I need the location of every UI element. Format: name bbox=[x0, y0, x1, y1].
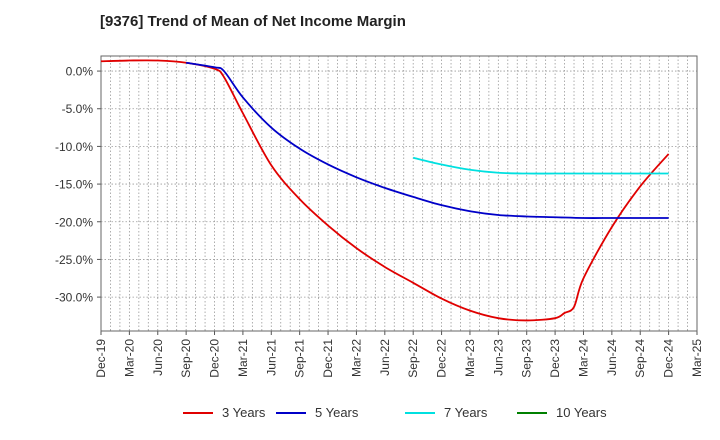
x-tick-label: Jun-23 bbox=[491, 339, 505, 376]
series-line-3-years bbox=[100, 59, 670, 322]
x-tick-label: Mar-25 bbox=[690, 339, 704, 377]
x-tick-label: Mar-21 bbox=[236, 339, 250, 377]
legend-swatch bbox=[517, 411, 547, 414]
legend-item: 10 Years bbox=[517, 405, 607, 420]
x-tick-label: Jun-20 bbox=[151, 339, 165, 376]
x-tick-label: Dec-20 bbox=[208, 339, 222, 378]
legend-item: 3 Years bbox=[183, 405, 265, 420]
y-tick-label: -15.0% bbox=[55, 178, 93, 192]
x-tick-label: Dec-24 bbox=[662, 339, 676, 378]
plot-background bbox=[101, 56, 697, 331]
legend-item: 7 Years bbox=[405, 405, 487, 420]
x-tick-label: Mar-20 bbox=[122, 339, 136, 377]
x-tick-label: Sep-20 bbox=[179, 339, 193, 378]
legend-swatch bbox=[276, 411, 306, 414]
y-tick-label: -10.0% bbox=[55, 140, 93, 154]
legend-label: 5 Years bbox=[315, 405, 359, 420]
x-tick-label: Mar-22 bbox=[349, 339, 363, 377]
legend-item: 5 Years bbox=[276, 405, 358, 420]
plot-border bbox=[100, 55, 698, 332]
series-line-5-years bbox=[185, 61, 669, 219]
x-tick-label: Jun-21 bbox=[264, 339, 278, 376]
y-tick-label: -5.0% bbox=[62, 102, 94, 116]
y-tick-label: -25.0% bbox=[55, 253, 93, 267]
x-tick-label: Dec-23 bbox=[548, 339, 562, 378]
x-tick-label: Sep-21 bbox=[293, 339, 307, 378]
x-tick-label: Dec-21 bbox=[321, 339, 335, 378]
x-tick-label: Mar-24 bbox=[576, 339, 590, 377]
legend-swatch bbox=[183, 411, 213, 414]
legend-label: 10 Years bbox=[556, 405, 607, 420]
x-tick-label: Jun-22 bbox=[378, 339, 392, 376]
y-tick-label: -20.0% bbox=[55, 215, 93, 229]
chart-legend: 3 Years 5 Years 7 Years 10 Years bbox=[0, 405, 720, 425]
legend-label: 3 Years bbox=[222, 405, 266, 420]
x-tick-label: Sep-22 bbox=[406, 339, 420, 378]
series-line-7-years bbox=[412, 156, 669, 175]
x-tick-label: Jun-24 bbox=[605, 339, 619, 376]
legend-swatch bbox=[405, 411, 435, 414]
x-tick-label: Dec-19 bbox=[94, 339, 108, 378]
y-tick-label: 0.0% bbox=[66, 65, 94, 79]
legend-label: 7 Years bbox=[444, 405, 488, 420]
x-tick-label: Sep-23 bbox=[520, 339, 534, 378]
x-tick-label: Mar-23 bbox=[463, 339, 477, 377]
chart-title: [9376] Trend of Mean of Net Income Margi… bbox=[100, 13, 406, 30]
y-tick-label: -30.0% bbox=[55, 291, 93, 305]
x-tick-label: Sep-24 bbox=[633, 339, 647, 378]
x-tick-label: Dec-22 bbox=[435, 339, 449, 378]
